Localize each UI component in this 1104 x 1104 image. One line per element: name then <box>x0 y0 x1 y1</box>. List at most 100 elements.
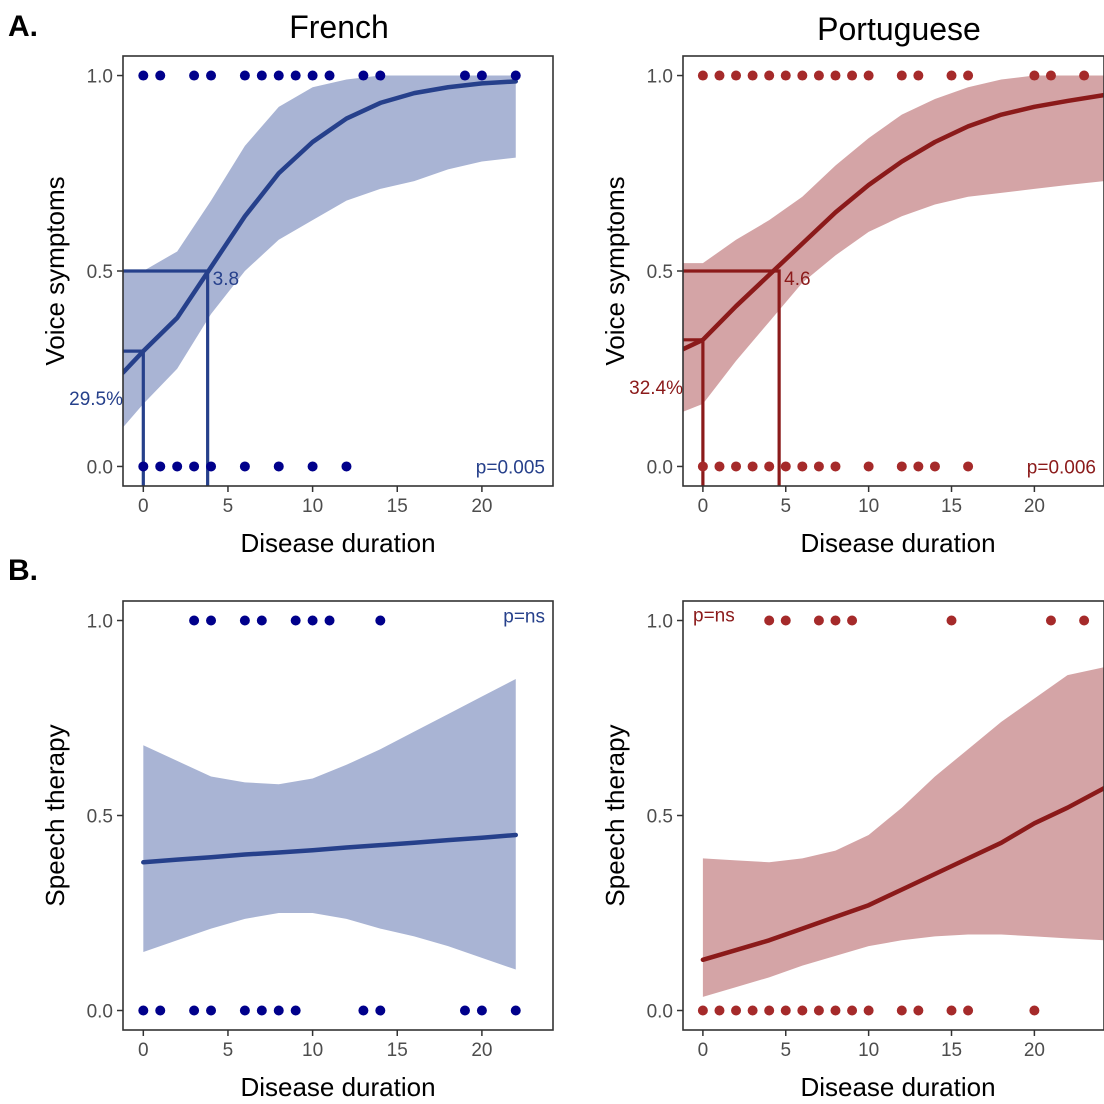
data-point-y0-7 <box>813 461 824 472</box>
fit-line <box>700 785 1104 963</box>
x-tick-label-0: 0 <box>138 1040 149 1061</box>
data-point-y0-7 <box>813 1005 824 1016</box>
x-tick-label-1: 5 <box>780 1040 791 1061</box>
x-tick-label-1: 5 <box>780 496 791 517</box>
data-point-y1-0 <box>138 70 149 81</box>
x-tick-label-4: 20 <box>1024 1040 1045 1061</box>
data-point-y0-6 <box>273 461 284 472</box>
data-point-y0-6 <box>797 1005 808 1016</box>
guide-line-0 <box>683 269 781 486</box>
x-tick-label-2: 10 <box>858 496 879 517</box>
y-axis-title: Speech therapy <box>600 724 630 906</box>
panel-tag-b: B. <box>8 554 38 587</box>
data-point-y1-7 <box>1079 615 1090 626</box>
data-point-y0-4 <box>764 1005 775 1016</box>
y-tick-label-2: 1.0 <box>87 612 113 633</box>
data-point-y0-5 <box>780 1005 791 1016</box>
data-point-y1-11 <box>896 70 907 81</box>
data-point-y0-11 <box>913 461 924 472</box>
plot-area <box>123 70 521 486</box>
data-point-y0-4 <box>206 461 217 472</box>
data-point-y1-3 <box>206 70 217 81</box>
data-point-y1-5 <box>256 70 267 81</box>
y-tick-label-0: 0.0 <box>87 1002 113 1023</box>
data-point-y1-8 <box>830 70 841 81</box>
y-tick-label-0: 0.0 <box>647 457 673 478</box>
data-point-y1-11 <box>375 70 386 81</box>
data-point-y0-8 <box>341 461 352 472</box>
data-point-y0-7 <box>307 461 318 472</box>
data-point-y1-2 <box>239 615 250 626</box>
data-point-y0-9 <box>847 1005 858 1016</box>
fit-line <box>123 79 519 375</box>
data-point-y0-13 <box>963 461 974 472</box>
x-tick-label-3: 15 <box>941 1040 962 1061</box>
confidence-band <box>143 679 516 970</box>
data-point-y0-10 <box>863 1005 874 1016</box>
data-point-y0-0 <box>697 461 708 472</box>
plot-area <box>683 70 1104 486</box>
data-point-y1-2 <box>189 70 200 81</box>
data-point-y0-10 <box>459 1005 470 1016</box>
y-tick-label-1: 0.5 <box>647 807 673 828</box>
y-axis-title: Voice symptoms <box>600 176 630 365</box>
guide-label-1: 32.4% <box>629 378 683 399</box>
data-point-y1-5 <box>780 70 791 81</box>
data-point-y0-9 <box>863 461 874 472</box>
data-point-y1-5 <box>946 615 957 626</box>
x-tick-label-4: 20 <box>1024 496 1045 517</box>
data-point-y1-4 <box>290 615 301 626</box>
x-tick-label-0: 0 <box>698 1040 709 1061</box>
data-point-y1-12 <box>459 70 470 81</box>
data-point-y1-3 <box>747 70 758 81</box>
guide-label-1: 29.5% <box>69 389 123 410</box>
data-point-y0-1 <box>714 1005 725 1016</box>
x-axis-title: Disease duration <box>800 528 995 558</box>
data-point-y1-17 <box>1079 70 1090 81</box>
x-tick-label-1: 5 <box>223 1040 234 1061</box>
data-point-y1-0 <box>764 615 775 626</box>
data-point-y1-9 <box>847 70 858 81</box>
data-point-y0-3 <box>206 1005 217 1016</box>
data-point-y0-0 <box>138 461 149 472</box>
data-point-y1-14 <box>963 70 974 81</box>
data-point-y0-5 <box>780 461 791 472</box>
data-point-y0-8 <box>830 1005 841 1016</box>
x-tick-label-4: 20 <box>471 496 492 517</box>
data-point-y0-7 <box>290 1005 301 1016</box>
x-tick-label-3: 15 <box>387 496 408 517</box>
data-point-y1-10 <box>358 70 369 81</box>
data-point-y1-4 <box>239 70 250 81</box>
data-point-y1-4 <box>847 615 858 626</box>
data-point-y1-7 <box>375 615 386 626</box>
data-point-y1-6 <box>273 70 284 81</box>
data-point-y0-6 <box>273 1005 284 1016</box>
data-point-y0-0 <box>138 1005 149 1016</box>
x-tick-label-0: 0 <box>138 496 149 517</box>
data-point-y1-5 <box>307 615 318 626</box>
data-point-y1-7 <box>813 70 824 81</box>
data-point-y1-1 <box>714 70 725 81</box>
data-point-y0-11 <box>476 1005 487 1016</box>
y-tick-label-0: 0.0 <box>647 1002 673 1023</box>
data-point-y1-15 <box>1029 70 1040 81</box>
data-point-y1-13 <box>946 70 957 81</box>
data-point-y1-9 <box>324 70 335 81</box>
data-point-y1-1 <box>206 615 217 626</box>
fit-line <box>683 92 1104 352</box>
p-value-label: p=0.005 <box>476 457 545 478</box>
x-tick-label-0: 0 <box>698 496 709 517</box>
data-point-y1-16 <box>1045 70 1056 81</box>
data-point-y0-5 <box>239 461 250 472</box>
x-axis-title: Disease duration <box>240 528 435 558</box>
y-axis-title: Speech therapy <box>40 724 70 906</box>
data-point-y0-10 <box>896 461 907 472</box>
y-tick-label-2: 1.0 <box>647 612 673 633</box>
y-tick-label-2: 1.0 <box>647 67 673 88</box>
data-point-y1-6 <box>1045 615 1056 626</box>
y-tick-label-1: 0.5 <box>647 262 673 283</box>
column-title-french: French <box>289 9 389 45</box>
data-point-y0-12 <box>913 1005 924 1016</box>
guide-label-0: 4.6 <box>784 269 810 290</box>
p-value-label: p=0.006 <box>1027 457 1096 478</box>
